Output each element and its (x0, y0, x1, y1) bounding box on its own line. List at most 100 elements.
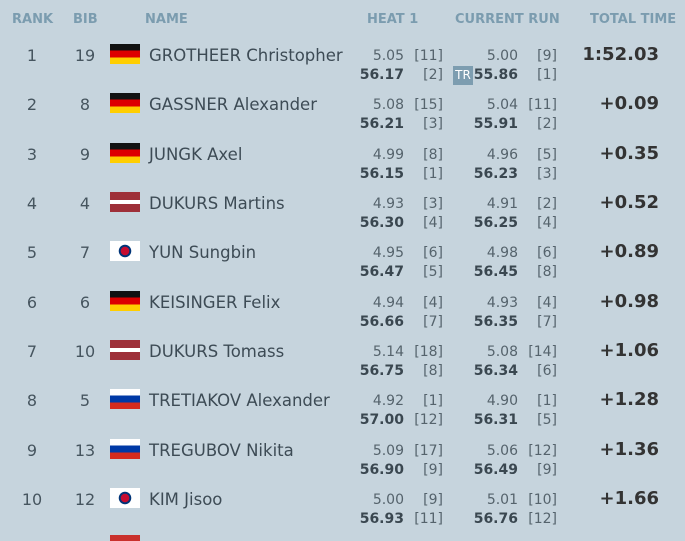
track-record-badge: TR (453, 66, 473, 85)
split-rank: [2] (537, 195, 557, 212)
run-time: 56.75 (359, 362, 404, 379)
flag (110, 191, 140, 212)
flag (110, 438, 140, 459)
athlete-name: GASSNER Alexander (149, 95, 317, 115)
split-rank: [12] (528, 442, 557, 459)
rank: 5 (26, 243, 38, 263)
run-rank: [12] (528, 510, 557, 527)
flag (110, 487, 140, 508)
rank: 2 (26, 95, 38, 115)
header-rank: RANK (12, 12, 54, 27)
run-time: 56.35 (473, 313, 518, 330)
split-time: 4.95 (372, 245, 404, 262)
run-rank: [9] (537, 461, 557, 478)
split-rank: [9] (423, 491, 443, 508)
split-rank: [11] (414, 48, 443, 64)
run-rank: [2] (537, 116, 557, 133)
bib: 8 (79, 95, 91, 115)
bib: 6 (79, 292, 91, 312)
flag (110, 241, 140, 262)
run-time: 56.15 (359, 165, 404, 182)
run-time: 56.93 (359, 510, 404, 527)
rank: 7 (26, 341, 38, 361)
split-rank: [9] (537, 48, 557, 64)
split-time: 5.08 (486, 343, 518, 360)
athlete-name: YUN Sungbin (149, 243, 257, 263)
run-rank: [4] (423, 214, 443, 231)
run-rank: [7] (537, 313, 557, 330)
split-rank: [8] (423, 146, 443, 163)
bib: 13 (74, 440, 96, 460)
run-time: 56.31 (473, 412, 518, 429)
split-rank: [3] (423, 195, 443, 212)
total-time: +0.89 (599, 241, 660, 263)
bib: 7 (79, 243, 91, 263)
rank: 3 (26, 144, 38, 164)
run-time: 57.00 (359, 412, 404, 429)
run-rank: [2] (423, 67, 443, 83)
athlete-name: JUNGK Axel (149, 144, 243, 164)
split-time: 5.00 (486, 48, 518, 64)
split-time: 5.08 (372, 97, 404, 114)
split-time: 5.14 (372, 343, 404, 360)
athlete-name: DUKURS Tomass (149, 341, 285, 361)
total-time: +1.06 (599, 339, 660, 361)
flag (110, 93, 140, 114)
split-rank: [4] (423, 294, 443, 311)
split-rank: [11] (528, 97, 557, 114)
rank: 1 (26, 46, 38, 65)
split-time: 5.05 (372, 48, 404, 64)
split-rank: [18] (414, 343, 443, 360)
split-time: 4.91 (486, 195, 518, 212)
split-rank: [17] (414, 442, 443, 459)
split-time: 4.94 (372, 294, 404, 311)
athlete-name: GROTHEER Christopher (149, 46, 343, 65)
rank: 10 (21, 489, 43, 509)
run-time: 56.25 (473, 214, 518, 231)
total-time: +0.09 (599, 93, 660, 115)
split-rank: [14] (528, 343, 557, 360)
split-time: 5.00 (372, 491, 404, 508)
split-rank: [4] (537, 294, 557, 311)
split-time: 4.90 (486, 393, 518, 410)
header-bib: BIB (73, 12, 98, 27)
rank: 9 (26, 440, 38, 460)
split-rank: [1] (423, 393, 443, 410)
flag (110, 290, 140, 311)
flag (110, 389, 140, 410)
split-time: 4.98 (486, 245, 518, 262)
run-rank: [1] (423, 165, 443, 182)
run-rank: [1] (537, 67, 557, 83)
run-rank: [3] (423, 116, 443, 133)
split-rank: [6] (423, 245, 443, 262)
run-rank: [4] (537, 214, 557, 231)
bib: 4 (79, 193, 91, 213)
total-time: +0.52 (599, 191, 660, 213)
header-heat1: HEAT 1 (367, 12, 419, 27)
rank: 4 (26, 193, 38, 213)
run-time: 56.66 (359, 313, 404, 330)
bib: 19 (74, 46, 96, 65)
run-rank: [8] (537, 264, 557, 281)
total-time: +1.66 (599, 487, 660, 509)
split-time: 4.92 (372, 393, 404, 410)
athlete-name: DUKURS Martins (149, 193, 285, 213)
athlete-name: KEISINGER Felix (149, 292, 281, 312)
header-current-run: CURRENT RUN (455, 12, 560, 27)
athlete-name: TRETIAKOV Alexander (149, 391, 330, 411)
run-time: 56.23 (473, 165, 518, 182)
run-time: 56.34 (473, 362, 518, 379)
flag (110, 339, 140, 360)
total-time: 1:52.03 (582, 44, 659, 65)
rank: 6 (26, 292, 38, 312)
header-name: NAME (145, 12, 188, 27)
bib: 9 (79, 144, 91, 164)
bib: 5 (79, 391, 91, 411)
split-rank: [5] (537, 146, 557, 163)
header-total-time: TOTAL TIME (590, 12, 677, 27)
flag-partial (110, 535, 140, 541)
run-time: 56.90 (359, 461, 404, 478)
split-rank: [6] (537, 245, 557, 262)
run-time: 56.47 (359, 264, 404, 281)
split-time: 4.93 (372, 195, 404, 212)
